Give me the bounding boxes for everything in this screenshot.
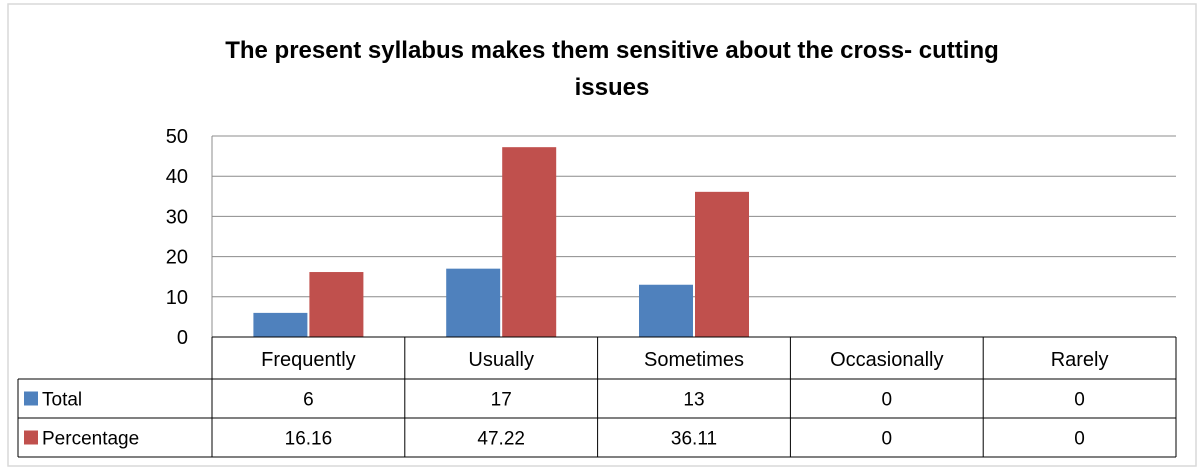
bar-total-frequently — [253, 312, 308, 337]
y-tick-label: 50 — [166, 126, 188, 148]
y-tick-label: 40 — [166, 166, 188, 188]
chart-title-line-1: The present syllabus makes them sensitiv… — [225, 37, 999, 64]
bar-percentage-frequently — [309, 272, 364, 337]
category-label: Usually — [468, 349, 534, 371]
bars — [253, 147, 749, 337]
category-label: Frequently — [261, 349, 356, 371]
y-tick-label: 20 — [166, 247, 188, 269]
bar-total-usually — [446, 268, 501, 337]
table-cell-value: 0 — [1074, 429, 1085, 450]
table-cell-value: 36.11 — [671, 429, 717, 450]
series-label: Percentage — [42, 429, 139, 450]
table-cell-value: 47.22 — [477, 429, 525, 450]
y-tick-label: 30 — [166, 206, 188, 228]
y-axis-ticks: 0 10 20 30 40 50 — [166, 126, 188, 349]
chart-title-line-2: issues — [575, 74, 650, 101]
chart-border — [7, 3, 1197, 467]
table-cell-value: 16.16 — [285, 429, 333, 450]
bar-percentage-sometimes — [695, 191, 749, 337]
bar-total-sometimes — [639, 284, 693, 337]
table-cell-value: 0 — [1074, 390, 1085, 411]
table-cell-value: 0 — [882, 390, 893, 411]
table-cell-value: 6 — [303, 390, 314, 411]
table-cell-value: 17 — [491, 390, 512, 411]
legend-key-percentage — [24, 430, 38, 445]
y-tick-label: 10 — [166, 287, 188, 309]
table-cell-value: 13 — [683, 390, 704, 411]
table-cell-value: 0 — [882, 429, 893, 450]
series-label: Total — [42, 390, 82, 411]
category-label: Sometimes — [644, 349, 744, 371]
category-label: Occasionally — [830, 349, 943, 371]
bar-percentage-usually — [502, 147, 557, 337]
category-label: Rarely — [1051, 349, 1109, 371]
data-table: Frequently Usually Sometimes Occasionally Ra… — [17, 336, 1177, 458]
legend-key-total — [24, 391, 38, 406]
y-tick-label: 0 — [177, 327, 188, 349]
grid-lines — [211, 135, 1176, 337]
